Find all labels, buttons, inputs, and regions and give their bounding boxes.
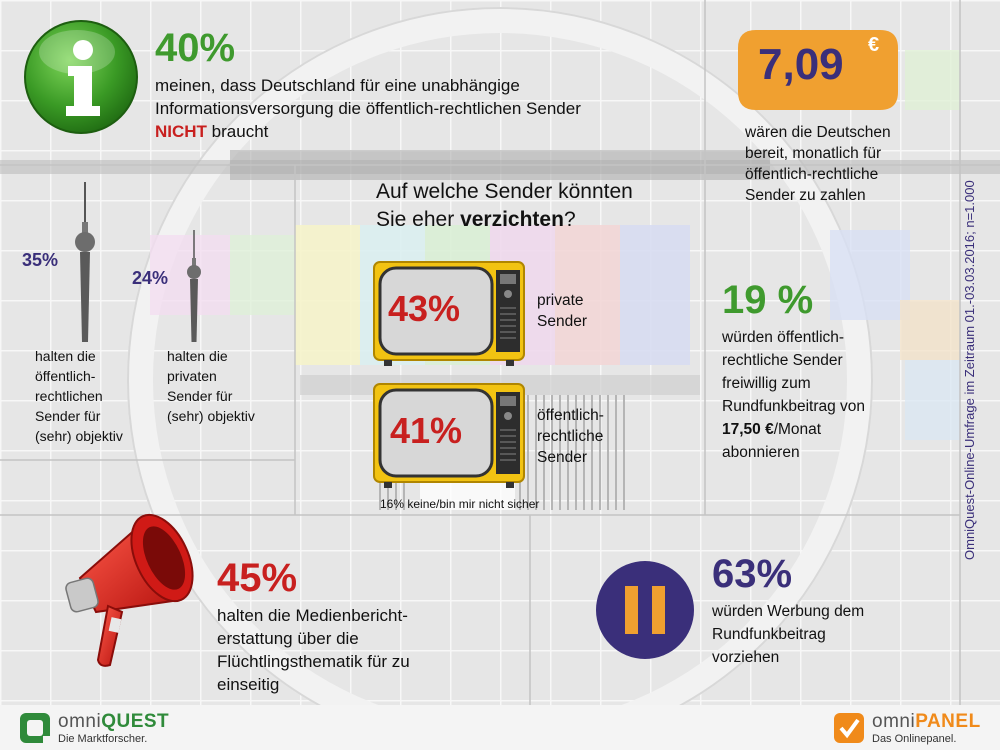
info-text-line2: Informationsversorgung die öffentlich-re…: [155, 99, 581, 118]
question-title: Auf welche Sender könnten Sie eher verzi…: [376, 178, 633, 234]
question-line1: Auf welche Sender könnten: [376, 180, 633, 203]
tv-icon: [373, 383, 525, 488]
omnipanel-logo-icon: [834, 713, 864, 743]
tower-private-percent: 24%: [132, 268, 169, 288]
media-line: Flüchtlingsthematik für zu: [217, 652, 410, 671]
omniquest-logo-icon: [20, 713, 50, 743]
info-text-line1: meinen, dass Deutschland für eine unabhä…: [155, 76, 520, 95]
tv1-label-line: Sender: [537, 313, 587, 330]
tower-public-line: öffentlich-: [35, 368, 96, 384]
tv2-label-line: Sender: [537, 449, 587, 466]
info-percent: 40%: [155, 26, 236, 70]
tv2-label: öffentlich- rechtliche Sender: [537, 405, 604, 468]
media-text: halten die Medienbericht- erstattung übe…: [217, 604, 517, 696]
question-mark: ?: [563, 208, 576, 231]
info-icon: [24, 20, 138, 134]
omniquest-brand-b: QUEST: [101, 711, 170, 732]
subscribe-line: rechtliche Sender: [722, 352, 843, 369]
pause-icon: [596, 561, 694, 659]
subscribe-amount-line: 17,50 €/Monat: [722, 418, 952, 441]
ads-line: würden Werbung dem: [712, 603, 865, 620]
omniquest-wordmark: omniQUEST: [58, 711, 169, 733]
question-emphasis: verzichten: [460, 208, 564, 231]
tv1-percent: 43%: [388, 288, 461, 329]
tv2-label-line: öffentlich-: [537, 407, 604, 424]
subscribe-line: freiwillig zum: [722, 375, 811, 392]
tv2-percent: 41%: [390, 410, 463, 451]
subscribe-line: abonnieren: [722, 444, 800, 461]
info-text-line3: NICHT braucht: [155, 120, 700, 143]
price-text-line4: Sender zu zahlen: [745, 187, 866, 204]
tower-private-text: halten die privaten Sender für (sehr) ob…: [167, 346, 292, 426]
media-percent: 45%: [217, 556, 298, 600]
tower-private-line: privaten: [167, 368, 217, 384]
tower-public-line: rechtlichen: [35, 388, 103, 404]
price-currency: €: [868, 34, 880, 56]
subscribe-amount-rest: /Monat: [773, 421, 822, 438]
subscribe-line: Rundfunkbeitrag von: [722, 398, 866, 415]
omniquest-tagline: Die Marktforscher.: [58, 733, 148, 745]
tower-public-line: halten die: [35, 348, 96, 364]
media-line: halten die Medienbericht-: [217, 606, 408, 625]
question-line2-start: Sie eher: [376, 208, 461, 231]
footer: omniQUEST Die Marktforscher. omniPANEL D…: [0, 705, 1000, 750]
tv1-label-line: private: [537, 292, 584, 309]
price-amount: 7,09: [758, 40, 844, 89]
price-text-line1: wären die Deutschen: [745, 124, 891, 141]
price-tag-icon: [738, 30, 898, 110]
omnipanel-wordmark: omniPANEL: [872, 711, 981, 733]
tower-public-text: halten die öffentlich- rechtlichen Sende…: [35, 346, 165, 446]
tv1-label: private Sender: [537, 290, 587, 332]
tower-private-line: (sehr) objektiv: [167, 408, 255, 424]
ads-text: würden Werbung dem Rundfunkbeitrag vorzi…: [712, 600, 952, 669]
media-line: erstattung über die: [217, 629, 359, 648]
tv-tower-icon: [187, 230, 201, 342]
omnipanel-brand-a: omni: [872, 711, 916, 732]
subscribe-text: würden öffentlich- rechtliche Sender fre…: [722, 326, 952, 464]
price-text-line3: öffentlich-rechtliche: [745, 166, 879, 183]
info-text-end: braucht: [206, 122, 269, 141]
subscribe-line: würden öffentlich-: [722, 329, 845, 346]
question-footnote: 16% keine/bin mir nicht sicher: [380, 497, 540, 511]
info-text: meinen, dass Deutschland für eine unabhä…: [155, 74, 700, 143]
subscribe-percent: 19 %: [722, 278, 814, 322]
ads-line: vorziehen: [712, 649, 780, 666]
omniquest-brand-a: omni: [58, 711, 102, 732]
tower-private-line: Sender für: [167, 388, 233, 404]
media-line: einseitig: [217, 675, 280, 694]
tower-public-line: (sehr) objektiv: [35, 428, 123, 444]
info-emphasis: NICHT: [155, 122, 207, 141]
omnipanel-brand-b: PANEL: [915, 711, 981, 732]
tv-tower-icon: [75, 182, 95, 342]
tower-public-percent: 35%: [22, 250, 59, 270]
question-line2: Sie eher verzichten?: [376, 206, 633, 234]
subscribe-amount: 17,50 €: [722, 421, 774, 438]
ads-percent: 63%: [712, 552, 793, 596]
megaphone-icon: [65, 513, 194, 667]
tv-icon: [373, 261, 525, 366]
price-text: wären die Deutschen bereit, monatlich fü…: [745, 122, 945, 206]
ads-line: Rundfunkbeitrag: [712, 626, 826, 643]
price-text-line2: bereit, monatlich für: [745, 145, 882, 162]
survey-note: OmniQuest-Online-Umfrage im Zeitraum 01.…: [962, 180, 977, 560]
tower-private-line: halten die: [167, 348, 228, 364]
tv2-label-line: rechtliche: [537, 428, 604, 445]
omnipanel-tagline: Das Onlinepanel.: [872, 733, 957, 745]
tower-public-line: Sender für: [35, 408, 101, 424]
